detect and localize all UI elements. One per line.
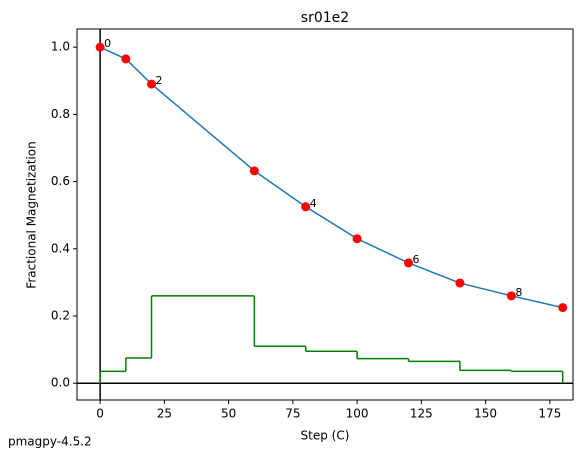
point: [95, 42, 105, 52]
point: [249, 166, 259, 176]
point: [121, 54, 131, 64]
x-axis-label: Step (C): [301, 429, 350, 443]
x-tick-label: 75: [285, 407, 300, 421]
point: [301, 202, 311, 212]
x-tick-label: 150: [474, 407, 497, 421]
y-tick-label: 0.4: [51, 241, 70, 255]
x-tick-label: 50: [221, 407, 236, 421]
x-tick-label: 0: [96, 407, 104, 421]
x-tick-label: 175: [538, 407, 561, 421]
y-tick-label: 0.0: [51, 376, 70, 390]
y-axis-label: Fractional Magnetization: [25, 141, 39, 288]
point-label: 0: [104, 37, 111, 50]
point: [147, 79, 157, 89]
point-label: 6: [413, 253, 420, 266]
y-tick-label: 0.6: [51, 174, 70, 188]
point-label: 8: [515, 286, 522, 299]
line: [99, 46, 563, 309]
point: [455, 278, 465, 288]
y-tick-label: 0.2: [51, 308, 70, 322]
x-tick-label: 25: [157, 407, 172, 421]
point: [404, 258, 414, 268]
y-tick-label: 1.0: [51, 40, 70, 54]
chart-title: sr01e2: [301, 10, 349, 26]
point: [506, 291, 516, 301]
point: [352, 234, 362, 244]
x-tick-label: 100: [346, 407, 369, 421]
plot-frame: [76, 28, 574, 401]
y-tick-label: 0.8: [51, 107, 70, 121]
point: [558, 303, 568, 313]
point-label: 2: [156, 74, 163, 87]
footer: pmagpy-4.5.2: [8, 435, 92, 449]
x-tick-label: 125: [410, 407, 433, 421]
point-label: 4: [310, 197, 317, 210]
